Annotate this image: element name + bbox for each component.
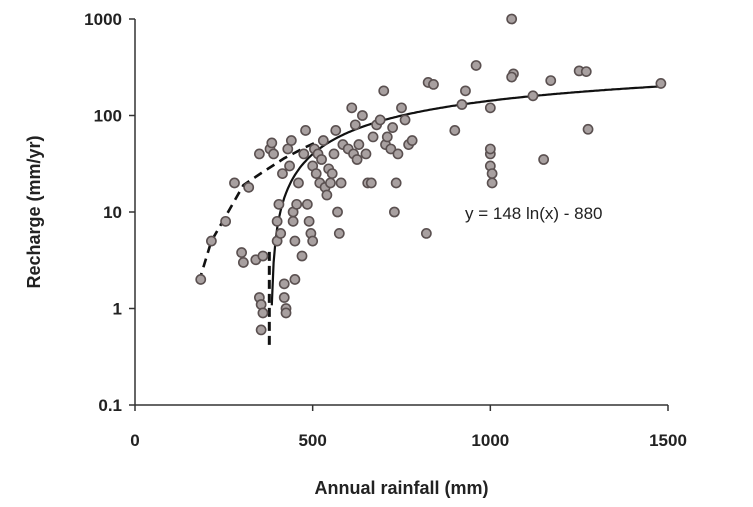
data-point — [293, 177, 304, 189]
data-point — [449, 125, 461, 136]
data-point — [271, 215, 283, 227]
data-point — [243, 181, 255, 193]
data-point — [374, 114, 386, 126]
data-point — [335, 177, 347, 189]
data-point — [349, 119, 361, 131]
data-point — [378, 85, 390, 97]
chart-labels: 0 500 1000 1500 0.1 1 10 100 1000 Annual rainfall… — [24, 10, 687, 498]
data-point — [388, 206, 400, 218]
y-tick-label: 1 — [113, 300, 122, 319]
data-point — [367, 131, 379, 143]
data-point — [360, 148, 372, 160]
y-tick-label: 100 — [94, 107, 122, 126]
x-tick-label: 0 — [130, 431, 139, 450]
data-point — [545, 75, 557, 86]
data-point — [406, 135, 418, 146]
data-point — [285, 135, 297, 146]
data-point — [300, 125, 311, 136]
data-point — [396, 102, 407, 114]
data-point — [527, 90, 539, 102]
data-point — [229, 177, 240, 189]
data-point — [321, 189, 333, 201]
data-point — [275, 228, 287, 239]
data-points — [195, 13, 667, 336]
data-point — [333, 228, 345, 239]
data-point — [316, 154, 327, 165]
y-tick-label: 1000 — [84, 10, 122, 29]
data-point — [278, 292, 290, 303]
data-point — [428, 79, 439, 90]
data-point — [296, 250, 308, 262]
data-point — [330, 125, 342, 136]
data-point — [325, 177, 336, 189]
data-point — [237, 257, 249, 268]
data-point — [287, 215, 299, 227]
y-tick-label: 10 — [103, 203, 122, 222]
data-point — [328, 148, 340, 160]
y-axis-title: Recharge (mm/yr) — [24, 135, 44, 288]
data-point — [332, 206, 343, 218]
data-point — [392, 148, 404, 160]
data-point — [236, 247, 247, 258]
data-point — [253, 148, 265, 160]
data-point — [655, 78, 667, 89]
data-point — [257, 250, 269, 262]
data-point — [399, 114, 411, 126]
data-point — [278, 278, 290, 290]
data-point — [387, 122, 399, 133]
data-point — [255, 324, 267, 336]
x-tick-label: 1500 — [649, 431, 687, 450]
data-point — [365, 177, 377, 189]
x-axis-title: Annual rainfall (mm) — [314, 478, 488, 498]
data-point — [484, 102, 496, 114]
data-point — [484, 143, 496, 155]
data-point — [385, 143, 397, 155]
data-point — [470, 60, 482, 71]
data-point — [456, 99, 468, 110]
data-point — [289, 274, 301, 285]
data-point — [277, 168, 288, 179]
data-point — [289, 235, 301, 247]
data-point — [301, 198, 313, 210]
data-point — [381, 131, 393, 143]
data-point — [538, 154, 550, 165]
data-point — [420, 228, 432, 239]
data-point — [303, 215, 315, 227]
x-tick-label: 1000 — [471, 431, 509, 450]
axes — [129, 18, 669, 411]
data-point — [580, 66, 592, 78]
data-point — [317, 135, 329, 146]
data-point — [390, 177, 402, 189]
data-point — [326, 168, 338, 179]
data-point — [486, 177, 498, 189]
data-point — [280, 307, 292, 319]
data-point — [506, 13, 518, 25]
data-point — [195, 274, 207, 285]
data-point — [257, 307, 269, 319]
data-point — [291, 198, 303, 210]
data-point — [582, 123, 594, 135]
data-point — [351, 154, 363, 165]
data-point — [353, 139, 365, 150]
equation-label: y = 148 ln(x) - 880 — [465, 204, 603, 223]
data-point — [298, 148, 310, 160]
data-point — [346, 102, 358, 114]
y-tick-label: 0.1 — [98, 396, 122, 415]
data-point — [310, 168, 322, 179]
data-point — [486, 168, 498, 179]
data-point — [460, 85, 471, 97]
data-point — [273, 198, 285, 210]
data-point — [205, 235, 217, 247]
data-point — [268, 148, 279, 160]
data-point — [357, 110, 368, 121]
data-point — [266, 137, 278, 149]
data-point — [220, 215, 232, 227]
data-point — [284, 160, 295, 172]
x-tick-label: 500 — [298, 431, 326, 450]
data-point — [307, 235, 319, 247]
data-point — [506, 71, 518, 83]
